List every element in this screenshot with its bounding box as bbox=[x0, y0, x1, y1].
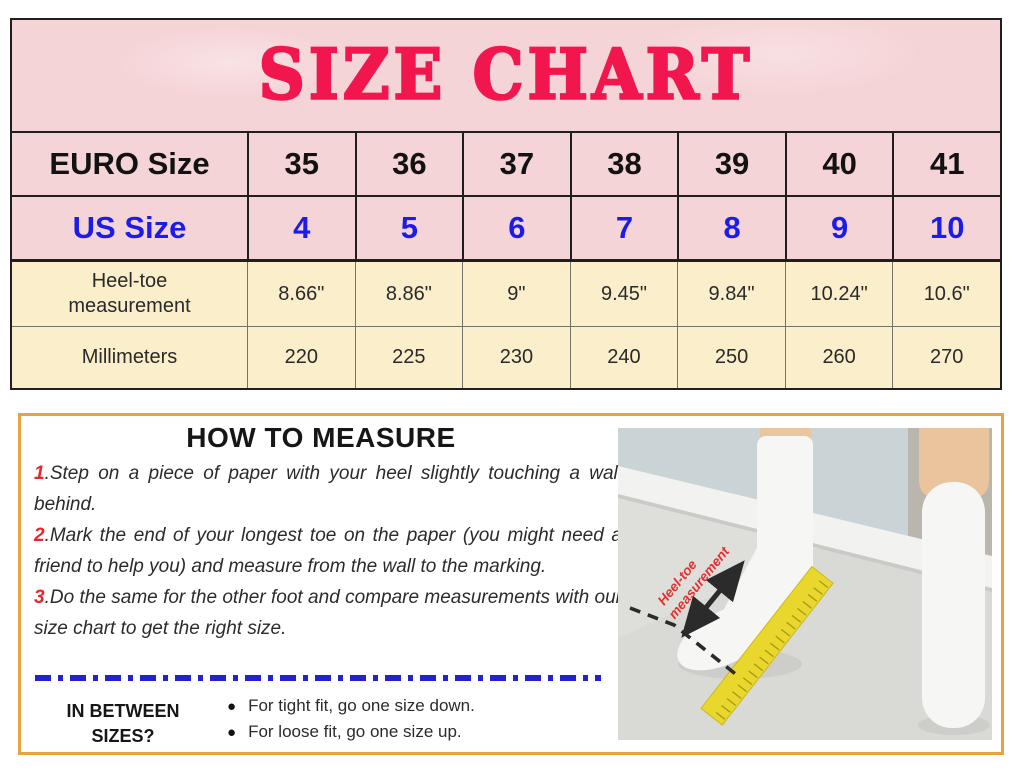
millimeters-value: 260 bbox=[784, 327, 893, 388]
left-sock bbox=[757, 436, 813, 586]
measure-step-1: 1.Step on a piece of paper with your hee… bbox=[34, 458, 622, 520]
heel-toe-value: 8.86" bbox=[354, 262, 463, 326]
us-size-value: 6 bbox=[462, 197, 570, 259]
title-banner: SIZE CHART bbox=[12, 20, 1000, 133]
euro-size-value: 41 bbox=[892, 133, 1000, 195]
us-size-value: 10 bbox=[892, 197, 1000, 259]
fit-tips-list: ● For tight fit, go one size down. ● For l… bbox=[213, 693, 475, 745]
row-label-euro-size: EURO Size bbox=[49, 146, 210, 181]
us-size-value: 9 bbox=[784, 197, 893, 259]
measure-steps: 1.Step on a piece of paper with your hee… bbox=[34, 458, 622, 644]
ruler bbox=[700, 565, 834, 726]
right-leg-skin bbox=[919, 428, 989, 498]
euro-size-value: 39 bbox=[677, 133, 785, 195]
measure-step-2: 2.Mark the end of your longest toe on th… bbox=[34, 520, 622, 582]
how-to-measure-panel: HOW TO MEASURE 1.Step on a piece of pape… bbox=[18, 413, 1004, 755]
euro-size-value: 38 bbox=[569, 133, 678, 195]
fit-tip-text: For tight fit, go one size down. bbox=[248, 696, 475, 715]
dashed-guide-line bbox=[629, 606, 740, 678]
fit-tip-loose: ● For loose fit, go one size up. bbox=[227, 719, 475, 745]
millimeters-value: 270 bbox=[892, 327, 1000, 388]
millimeters-value: 220 bbox=[247, 327, 355, 388]
measure-step-3: 3.Do the same for the other foot and com… bbox=[34, 582, 622, 644]
step-number: 2 bbox=[34, 525, 45, 546]
fit-tip-text: For loose fit, go one size up. bbox=[248, 722, 462, 741]
heel-toe-value: 9.84" bbox=[677, 262, 785, 326]
right-sock bbox=[922, 482, 985, 728]
how-to-measure-heading: HOW TO MEASURE bbox=[186, 422, 456, 453]
measurement-photo: Heel-toe measurement bbox=[618, 428, 992, 740]
step-text: .Do the same for the other foot and comp… bbox=[34, 587, 622, 639]
millimeters-value: 240 bbox=[569, 327, 678, 388]
measurement-arrow bbox=[681, 560, 745, 638]
step-number: 1 bbox=[34, 463, 45, 484]
table-row-us-size: US Size 4 5 6 7 8 9 10 bbox=[12, 197, 1000, 262]
in-between-sizes-section: IN BETWEEN SIZES? ● For tight fit, go one… bbox=[33, 693, 613, 749]
millimeters-value: 230 bbox=[462, 327, 570, 388]
us-size-value: 4 bbox=[247, 197, 355, 259]
euro-size-value: 35 bbox=[247, 133, 355, 195]
bullet-icon: ● bbox=[227, 724, 237, 741]
size-chart-table: SIZE CHART EURO Size 35 36 37 38 39 40 4… bbox=[10, 18, 1002, 390]
bullet-icon: ● bbox=[227, 698, 237, 715]
us-size-value: 5 bbox=[354, 197, 463, 259]
page-title: SIZE CHART bbox=[257, 34, 754, 118]
table-row-heel-toe: Heel-toe measurement 8.66" 8.86" 9" 9.45… bbox=[12, 262, 1000, 327]
row-label-us-size: US Size bbox=[72, 210, 187, 245]
euro-size-value: 40 bbox=[784, 133, 893, 195]
heel-toe-value: 9.45" bbox=[569, 262, 678, 326]
euro-size-value: 37 bbox=[462, 133, 570, 195]
dash-dot-divider bbox=[35, 675, 601, 681]
in-between-sizes-label: IN BETWEEN SIZES? bbox=[66, 701, 180, 746]
us-size-value: 7 bbox=[569, 197, 678, 259]
heel-toe-value: 10.6" bbox=[892, 262, 1000, 326]
euro-size-value: 36 bbox=[354, 133, 463, 195]
us-size-value: 8 bbox=[677, 197, 785, 259]
table-row-millimeters: Millimeters 220 225 230 240 250 260 270 bbox=[12, 327, 1000, 388]
millimeters-value: 225 bbox=[354, 327, 463, 388]
heel-toe-value: 9" bbox=[462, 262, 570, 326]
row-label-millimeters: Millimeters bbox=[81, 346, 178, 368]
step-text: .Step on a piece of paper with your heel… bbox=[34, 463, 622, 515]
step-number: 3 bbox=[34, 587, 45, 608]
heel-toe-value: 10.24" bbox=[784, 262, 893, 326]
step-text: .Mark the end of your longest toe on the… bbox=[34, 525, 622, 577]
heel-toe-value: 8.66" bbox=[247, 262, 355, 326]
table-row-euro-size: EURO Size 35 36 37 38 39 40 41 bbox=[12, 133, 1000, 197]
millimeters-value: 250 bbox=[677, 327, 785, 388]
fit-tip-tight: ● For tight fit, go one size down. bbox=[227, 693, 475, 719]
row-label-heel-toe: Heel-toe measurement bbox=[68, 270, 191, 317]
